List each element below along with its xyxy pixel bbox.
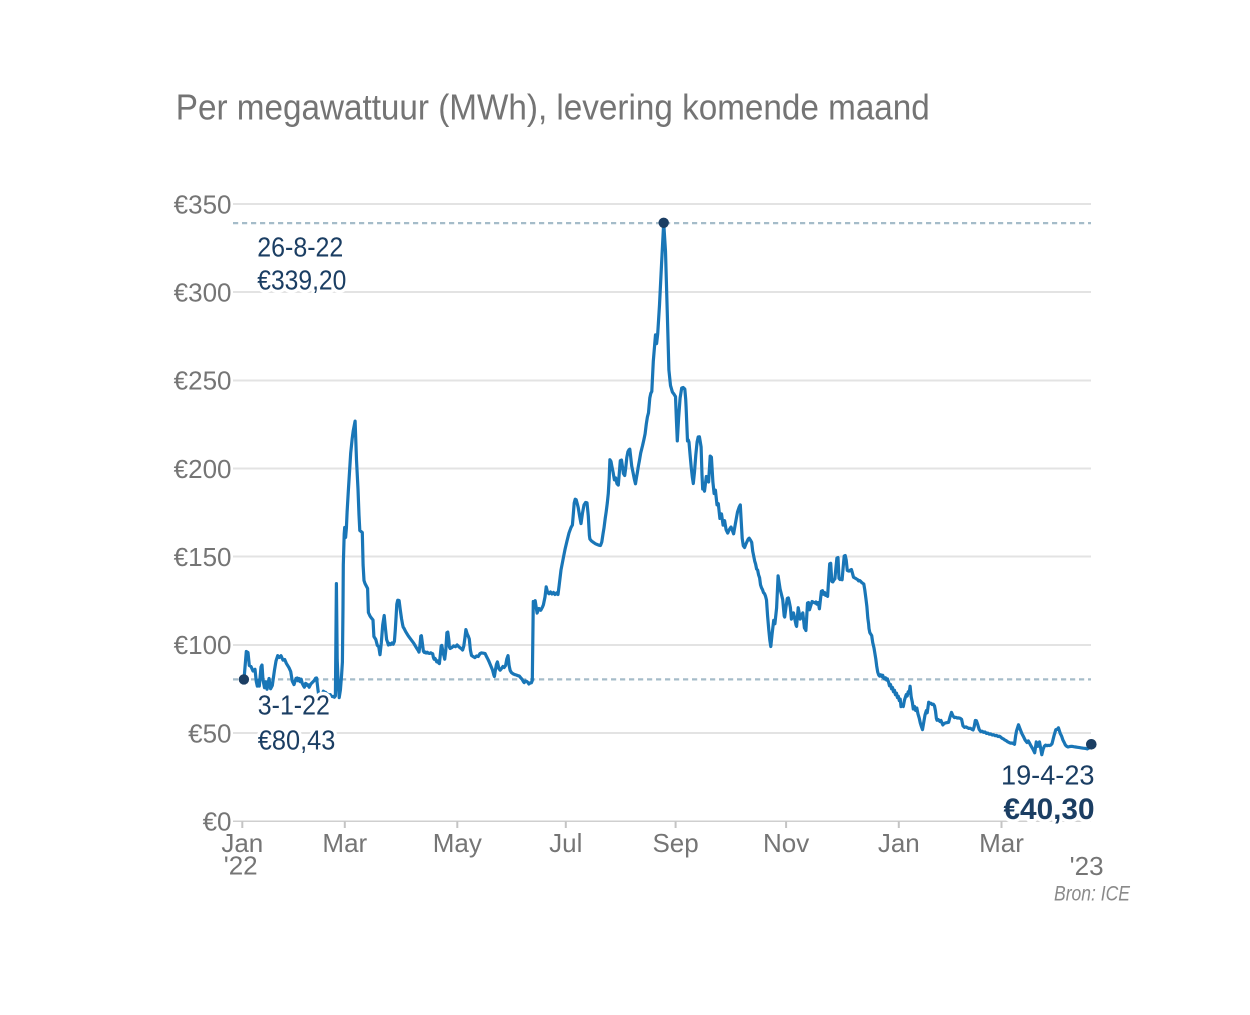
svg-text:Nov: Nov: [763, 828, 809, 858]
svg-text:€100: €100: [174, 630, 232, 660]
svg-text:Mar: Mar: [979, 828, 1024, 858]
svg-text:Jan: Jan: [221, 828, 263, 858]
svg-text:Jul: Jul: [549, 828, 582, 858]
svg-text:€339,20: €339,20: [257, 265, 346, 296]
svg-text:€150: €150: [174, 542, 232, 572]
svg-text:26-8-22: 26-8-22: [257, 231, 343, 262]
svg-text:'22: '22: [224, 851, 258, 881]
svg-text:€0: €0: [203, 807, 232, 837]
svg-text:May: May: [433, 828, 482, 858]
svg-text:Mar: Mar: [322, 828, 367, 858]
svg-text:'23: '23: [1070, 851, 1104, 881]
svg-text:Bron: ICE: Bron: ICE: [1054, 882, 1131, 906]
svg-text:€40,30: €40,30: [1004, 793, 1095, 826]
svg-text:19-4-23: 19-4-23: [1001, 760, 1095, 791]
svg-text:Jan: Jan: [878, 828, 920, 858]
svg-text:€50: €50: [188, 718, 231, 748]
svg-text:3-1-22: 3-1-22: [258, 690, 330, 721]
svg-text:€200: €200: [174, 454, 232, 484]
svg-text:€250: €250: [174, 366, 232, 396]
svg-text:Per megawattuur (MWh), leverin: Per megawattuur (MWh), levering komende …: [176, 86, 930, 127]
svg-text:Sep: Sep: [652, 828, 698, 858]
svg-text:€350: €350: [174, 189, 232, 219]
svg-text:€80,43: €80,43: [258, 725, 336, 756]
svg-text:€300: €300: [174, 278, 232, 308]
